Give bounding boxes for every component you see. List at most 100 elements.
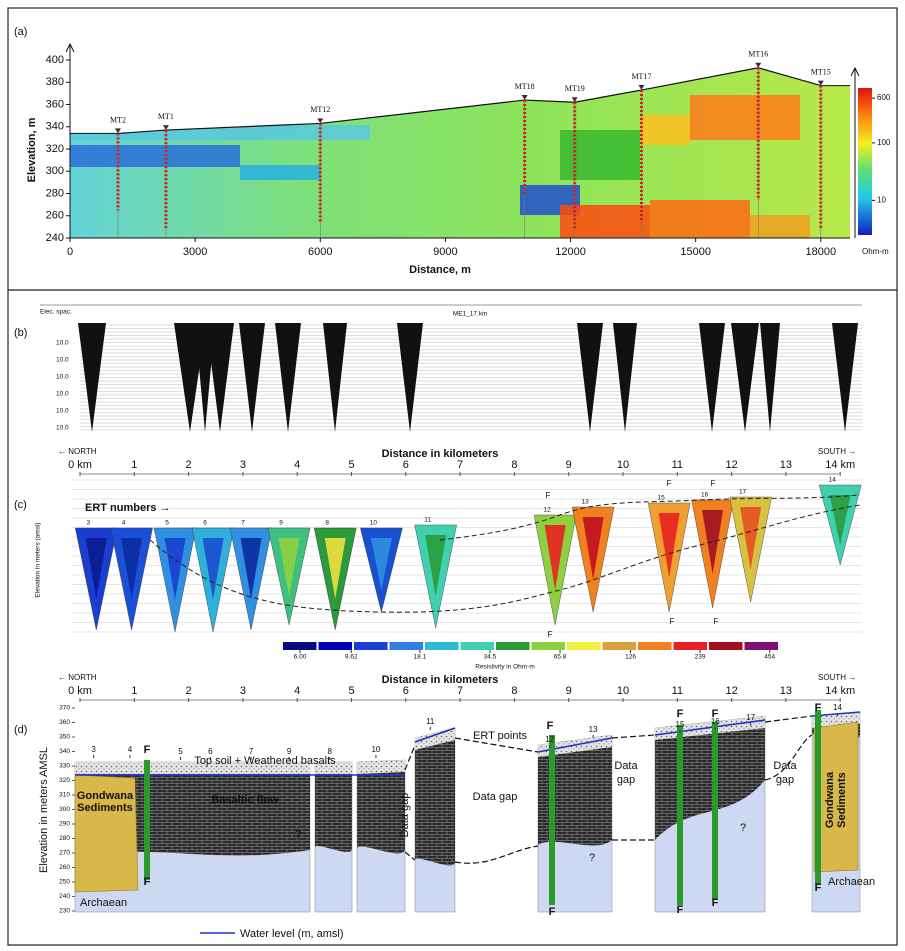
basalt-layer xyxy=(357,770,405,854)
ert-core xyxy=(85,538,107,599)
ert-core xyxy=(121,538,143,599)
x-tick-label: 18000 xyxy=(806,246,837,258)
gondwana-label: Gondwana xyxy=(824,771,836,828)
pseudosection-wedge xyxy=(239,323,265,432)
axis-title: Elec. spac. xyxy=(40,309,72,316)
legend-label: Water level (m, amsl) xyxy=(240,928,344,940)
x-tick-label: 6 xyxy=(403,685,409,697)
gap-dashed xyxy=(404,851,416,861)
y-tick-label: 340 xyxy=(59,748,70,755)
y-tick-label: 370 xyxy=(59,705,70,712)
axis-arrow xyxy=(65,42,75,53)
colorbar-swatch xyxy=(425,642,459,650)
direction-south: SOUTH → xyxy=(818,447,856,456)
well-marker xyxy=(571,97,578,103)
ert-number: 4 xyxy=(128,745,133,754)
topsoil-layer xyxy=(357,760,405,774)
panel-label: (a) xyxy=(14,26,27,38)
pseudosection-wedge xyxy=(699,323,725,432)
gap-dashed xyxy=(454,845,539,864)
colorbar-tick-label: 600 xyxy=(877,93,891,102)
y-tick-label: 260 xyxy=(46,210,64,222)
ground-surface xyxy=(117,67,821,135)
ert-core xyxy=(740,507,762,570)
ert-number: 8 xyxy=(328,747,333,756)
colorbar-tick-label: 126 xyxy=(625,654,636,661)
ert-core xyxy=(324,538,346,599)
y-tick-label: 280 xyxy=(59,835,70,842)
ert-number: 9 xyxy=(287,747,292,756)
well-name: MT16 xyxy=(748,50,768,59)
fault-bar xyxy=(815,710,821,885)
x-tick-label: 3 xyxy=(240,685,246,697)
ert-title: ERT points xyxy=(473,730,528,742)
colorbar-swatch xyxy=(567,642,601,650)
interface-dashed xyxy=(149,504,861,613)
colorbar-swatch xyxy=(531,642,565,650)
y-axis-label: Elevation in meters (amsl) xyxy=(35,522,42,597)
ert-number: 14 xyxy=(833,703,842,712)
x-axis-label: Distance in kilometers xyxy=(382,674,499,686)
x-tick-label: 9 xyxy=(566,685,572,697)
colorbar-swatch xyxy=(744,642,778,650)
unknown-mark: ? xyxy=(589,852,595,864)
fault-label: F xyxy=(714,617,719,626)
y-tick-label: 230 xyxy=(59,908,70,915)
y-tick-label: 300 xyxy=(46,165,64,177)
colorbar-swatch xyxy=(602,642,636,650)
basalt-layer xyxy=(314,772,353,852)
y-tick-label: 240 xyxy=(59,893,70,900)
fault-label: F xyxy=(677,708,684,720)
y-axis-label: Elevation, m xyxy=(26,117,38,182)
ert-core xyxy=(658,513,680,578)
well-marker xyxy=(638,85,645,91)
ert-number: 3 xyxy=(86,520,90,527)
fault-bar xyxy=(549,735,555,905)
y-tick-label: 290 xyxy=(59,821,70,828)
x-tick-label: 1 xyxy=(131,685,137,697)
y-tick-label: 320 xyxy=(59,777,70,784)
x-tick-label: 13 xyxy=(780,459,792,471)
ert-core xyxy=(240,538,262,599)
ert-core xyxy=(164,538,186,600)
y-tick-label: 380 xyxy=(46,76,64,88)
ert-number: 13 xyxy=(589,725,598,734)
colorbar-tick-label: 34.5 xyxy=(484,654,497,661)
pseudosection-wedge xyxy=(397,323,423,432)
fault-label: F xyxy=(677,904,684,916)
x-tick-label: 0 km xyxy=(68,459,92,471)
ert-title: ERT numbers → xyxy=(85,502,171,514)
colorbar-tick-label: 239 xyxy=(695,654,706,661)
section-patch xyxy=(750,215,810,238)
pseudosection-wedge xyxy=(832,323,858,432)
gap-dashed xyxy=(454,737,539,753)
fault-label: F xyxy=(549,906,556,918)
ert-number: 7 xyxy=(241,520,245,527)
x-tick-label: 4 xyxy=(294,459,300,471)
y-tick-label: 360 xyxy=(46,98,64,110)
ert-core xyxy=(829,495,851,545)
fault-label: F xyxy=(670,617,675,626)
ert-number: 17 xyxy=(746,713,755,722)
colorbar-tick-label: 10 xyxy=(877,195,886,204)
colorbar-tick-label: 6.00 xyxy=(294,654,307,661)
x-tick-label: 0 xyxy=(67,246,73,258)
gondwana-label: Sediments xyxy=(836,772,848,828)
data-gap-label: Data gap xyxy=(399,793,411,838)
ert-number: 7 xyxy=(249,747,254,756)
fault-label: F xyxy=(711,479,716,488)
unknown-mark: ? xyxy=(740,822,746,834)
colorbar-swatch xyxy=(709,642,743,650)
ert-number: 8 xyxy=(325,520,329,527)
basalt-label: Basaltic flow xyxy=(211,794,279,806)
x-tick-label: 2 xyxy=(186,685,192,697)
x-tick-label: 4 xyxy=(294,685,300,697)
colorbar-swatch xyxy=(496,642,530,650)
ert-number: 5 xyxy=(165,520,169,527)
fault-label: F xyxy=(144,744,151,756)
y-tick-label: 270 xyxy=(59,850,70,857)
x-tick-label: 14 km xyxy=(825,685,855,697)
x-tick-label: 9 xyxy=(566,459,572,471)
y-tick-label: 400 xyxy=(46,54,64,66)
